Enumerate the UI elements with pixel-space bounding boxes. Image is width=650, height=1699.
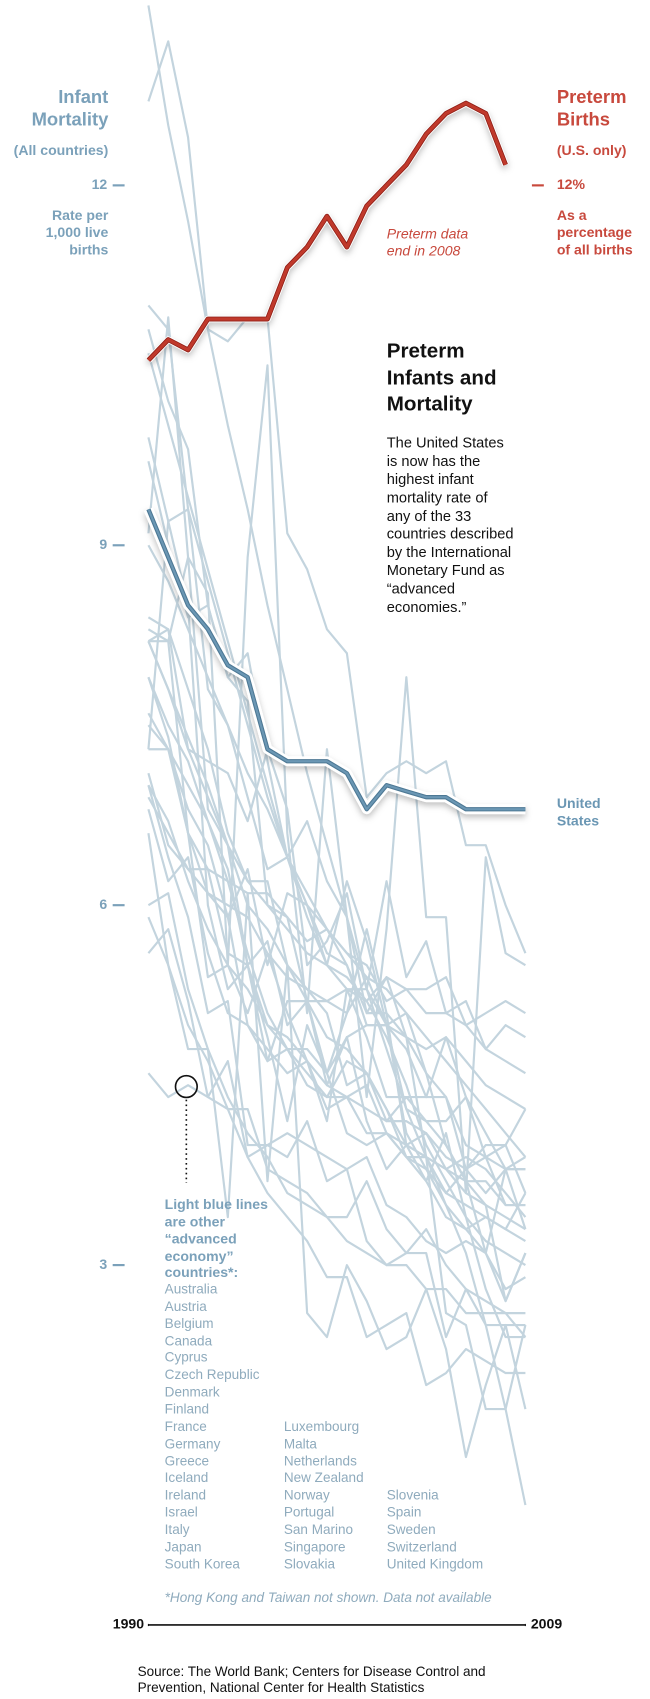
x-tick-label: 2009 xyxy=(531,1616,562,1632)
legend-item: Netherlands xyxy=(283,1453,357,1469)
legend-item: Germany xyxy=(164,1436,221,1452)
legend-item: Switzerland xyxy=(386,1539,457,1555)
plot xyxy=(143,5,527,1506)
series-line xyxy=(147,676,526,1075)
y2-tick-label: 12% xyxy=(557,176,586,192)
legend-item: Australia xyxy=(164,1281,218,1297)
series-line xyxy=(147,808,527,1159)
series-line xyxy=(147,712,526,1231)
series-line xyxy=(147,352,526,1267)
legend-item: Iceland xyxy=(164,1470,209,1486)
series-line xyxy=(148,640,527,1255)
series-line xyxy=(147,616,526,1051)
series-line xyxy=(147,304,527,1231)
legend-item: New Zealand xyxy=(283,1470,364,1486)
legend-item: Israel xyxy=(164,1504,198,1520)
legend-item: Slovenia xyxy=(386,1487,439,1503)
series-line xyxy=(147,833,526,1387)
legend-item: Belgium xyxy=(164,1315,214,1332)
series-line xyxy=(147,796,526,1027)
y-axis-title: Infant Mortality xyxy=(31,86,109,130)
y2-axis-note: (U.S. only) xyxy=(556,141,627,159)
legend-item: Ireland xyxy=(164,1487,207,1503)
series-line xyxy=(147,40,527,954)
legend-item: Finland xyxy=(164,1401,210,1417)
y2-axis-unit: As a percentage of all births xyxy=(556,206,633,258)
series-line xyxy=(147,1072,527,1338)
legend-item: Japan xyxy=(164,1539,202,1555)
y-tick-label: 12 xyxy=(92,176,108,192)
legend-item: Luxembourg xyxy=(283,1418,360,1435)
series-line xyxy=(147,784,526,1207)
series-line xyxy=(147,640,526,1111)
source: Source: The World Bank; Centers for Dise… xyxy=(137,1663,486,1696)
y-tick-label: 3 xyxy=(99,1256,107,1272)
y-axis-note: (All countries) xyxy=(13,141,109,159)
series-line xyxy=(147,892,527,1459)
y-axis-unit: Rate per 1,000 live births xyxy=(45,206,109,258)
legend-item: Italy xyxy=(164,1521,190,1538)
y-tick-label: 6 xyxy=(99,896,107,912)
chart-subtitle: The United States is now has the highest… xyxy=(386,434,514,616)
legend-item: Norway xyxy=(283,1487,330,1503)
x-tick-label: 1990 xyxy=(113,1616,144,1632)
chart-title: Preterm Infants and Mortality xyxy=(386,340,497,417)
series-line xyxy=(147,772,526,1171)
y-tick-label: 9 xyxy=(99,536,107,552)
legend-item: Sweden xyxy=(386,1521,436,1538)
series-line xyxy=(147,101,508,362)
legend-item: Greece xyxy=(164,1453,210,1469)
series-line xyxy=(147,508,526,811)
series-label: United States xyxy=(556,795,601,829)
series-line xyxy=(147,928,526,1315)
annotation: Preterm data end in 2008 xyxy=(386,225,469,259)
legend-item: South Korea xyxy=(164,1556,240,1572)
legend-item: United Kingdom xyxy=(386,1556,484,1572)
series-line xyxy=(147,556,526,1339)
series-line xyxy=(147,520,527,1411)
y2-axis-title: Preterm Births xyxy=(556,86,627,130)
legend-item: Cyprus xyxy=(164,1350,208,1366)
series-line xyxy=(147,892,526,1339)
legend-item: Czech Republic xyxy=(164,1367,260,1383)
legend-item: Portugal xyxy=(283,1504,335,1520)
highlight-circle xyxy=(174,1074,198,1099)
series-line xyxy=(147,316,526,1195)
legend-item: France xyxy=(164,1418,207,1435)
legend-item: San Marino xyxy=(283,1521,354,1538)
series-line xyxy=(147,5,527,1506)
legend-item: Denmark xyxy=(164,1384,220,1400)
legend-item: Singapore xyxy=(283,1539,346,1555)
legend-item: Canada xyxy=(164,1333,213,1349)
legend-item: Spain xyxy=(386,1504,422,1520)
legend-item: Austria xyxy=(164,1298,207,1314)
legend-item: Slovakia xyxy=(283,1556,336,1572)
series-line xyxy=(147,461,527,1303)
legend-item: Malta xyxy=(283,1436,317,1452)
footnote: *Hong Kong and Taiwan not shown. Data no… xyxy=(164,1590,492,1606)
legend-note: Light blue lines are other “advanced eco… xyxy=(164,1195,268,1281)
